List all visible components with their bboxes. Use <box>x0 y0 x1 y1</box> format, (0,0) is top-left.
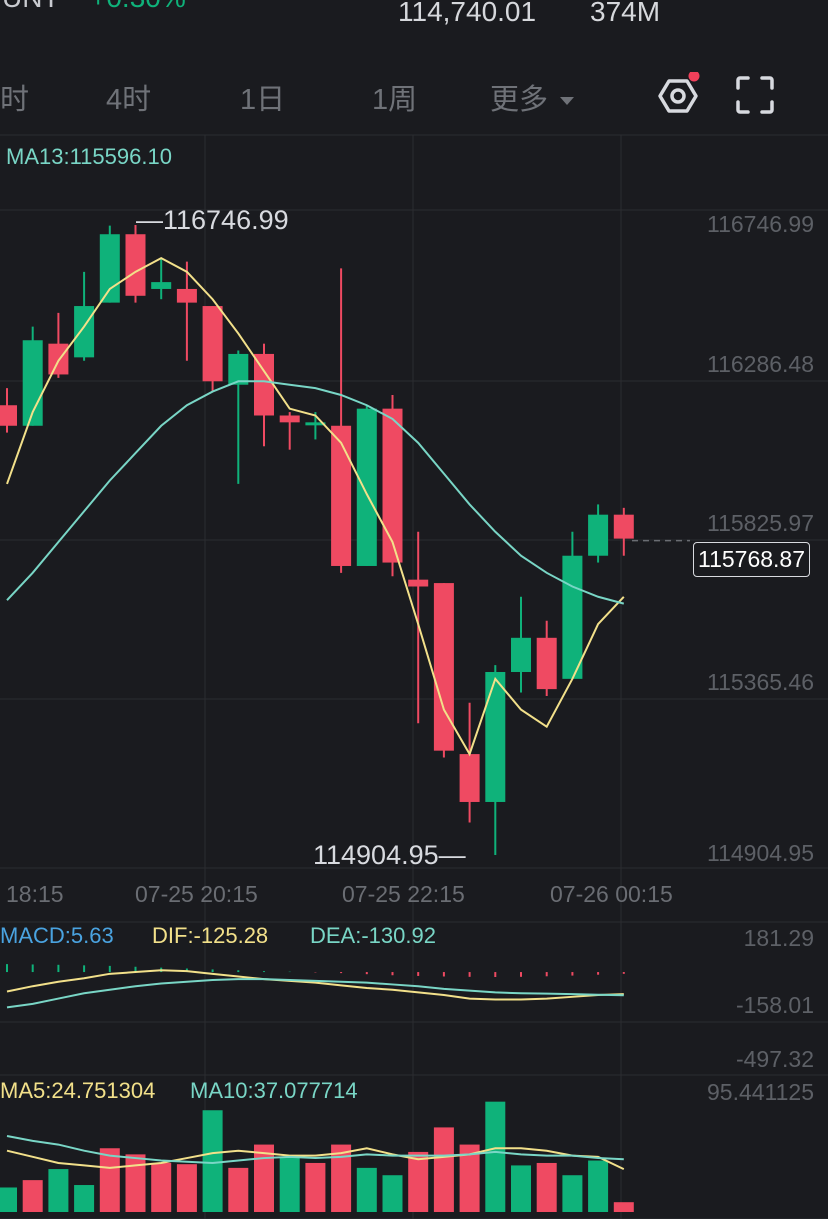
macd-tick-2: -158.01 <box>735 992 814 1018</box>
price-tick-3: 115825.97 <box>706 510 814 536</box>
candle-body-18 <box>459 754 480 802</box>
vol-ma5-label: MA5:24.751304 <box>0 1078 156 1103</box>
volume-bar-23 <box>588 1160 609 1212</box>
volume-bar-21 <box>536 1162 557 1212</box>
dif-label: DIF:-125.28 <box>152 923 269 948</box>
volume-bar-11 <box>279 1156 300 1212</box>
price-tick-1: 116746.99 <box>706 211 814 237</box>
volume-bar-16 <box>408 1151 429 1212</box>
volume-bar-6 <box>151 1162 172 1212</box>
tab-4h[interactable]: 4时 <box>106 84 152 116</box>
candle-body-17 <box>433 583 454 751</box>
candle-body-24 <box>613 514 634 539</box>
volume-bar-5 <box>125 1154 146 1212</box>
candle-body-3 <box>74 306 95 358</box>
volume-bar-19 <box>485 1101 506 1212</box>
price-tick-4: 115365.46 <box>706 669 814 695</box>
volume-bar-0 <box>0 1187 17 1212</box>
candle-body-8 <box>202 306 223 382</box>
tab-more[interactable]: 更多 <box>490 76 575 118</box>
candle-body-14 <box>356 408 377 566</box>
low-annotation-value: 114904.95 <box>313 840 439 870</box>
candle-body-22 <box>562 555 583 679</box>
volume-bar-22 <box>562 1175 583 1212</box>
candle-body-0 <box>0 405 17 426</box>
candle-body-10 <box>254 353 274 416</box>
volume-bar-15 <box>382 1175 403 1212</box>
dea-label: DEA:-130.92 <box>310 923 436 948</box>
low-annotation: 114904.95— <box>313 840 466 870</box>
volume-bar-20 <box>511 1165 531 1212</box>
candle-body-13 <box>331 425 352 566</box>
candle-body-19 <box>485 672 506 802</box>
dea-line <box>6 978 624 1009</box>
low-value: 114,740.01 <box>398 0 537 27</box>
volume-bar-12 <box>305 1162 326 1212</box>
candle-body-16 <box>408 579 429 587</box>
volume-bar-10 <box>254 1144 274 1212</box>
macd-label: MACD:5.63 <box>0 923 114 948</box>
macd-tick-3: -497.32 <box>735 1046 814 1072</box>
candle-body-2 <box>48 343 69 375</box>
time-tick-4: 07-26 00:15 <box>550 881 673 907</box>
price-tick-5: 114904.95 <box>706 840 814 866</box>
time-tick-1: 18:15 <box>6 881 64 907</box>
volume-bar-4 <box>99 1148 120 1212</box>
candle-body-6 <box>151 282 172 289</box>
candle-body-4 <box>99 234 120 303</box>
vol-tick-1: 95.441125 <box>706 1079 814 1105</box>
current-price-tag: 115768.87 <box>693 542 811 577</box>
time-tick-3: 07-25 22:15 <box>342 881 465 907</box>
candle-body-1 <box>22 340 43 426</box>
candle-body-15 <box>382 408 403 563</box>
settings-button[interactable] <box>656 70 702 118</box>
volume-bar-2 <box>48 1169 69 1212</box>
tab-hour[interactable]: 时 <box>0 84 30 116</box>
fullscreen-button[interactable] <box>735 75 775 115</box>
macd-tick-1: 181.29 <box>743 925 814 951</box>
candle-body-20 <box>511 637 531 673</box>
volume-bar-18 <box>459 1144 480 1212</box>
candle-body-21 <box>536 637 557 690</box>
high-annotation-value: 116746.99 <box>163 205 289 235</box>
ma13-label: MA13:115596.10 <box>6 144 172 169</box>
volume-bar-3 <box>74 1185 95 1212</box>
tab-1w[interactable]: 1周 <box>372 84 418 116</box>
candle-body-9 <box>228 353 249 385</box>
tab-1d[interactable]: 1日 <box>240 84 286 116</box>
volume-bar-13 <box>331 1144 352 1212</box>
volume-bar-14 <box>356 1167 377 1212</box>
symbol-label: UNT <box>2 0 60 14</box>
tab-more-label: 更多 <box>490 84 549 116</box>
vol-ma5-line <box>6 1147 625 1170</box>
vol-ma10-line <box>6 1135 624 1164</box>
candle-body-23 <box>588 514 609 556</box>
volume-bar-24 <box>613 1202 634 1212</box>
ma13-line <box>6 380 625 605</box>
candle-body-12 <box>305 422 326 426</box>
fullscreen-icon <box>736 76 774 114</box>
volume-bar-9 <box>228 1167 249 1212</box>
change-label: +0.30% <box>90 0 186 14</box>
candle-body-11 <box>279 415 300 423</box>
price-tick-2: 116286.48 <box>706 351 814 377</box>
volume-bar-17 <box>433 1127 454 1212</box>
candle-body-7 <box>176 288 197 303</box>
volume-bar-7 <box>176 1164 197 1212</box>
volume-value: 374M <box>590 0 661 27</box>
ma5-line <box>6 257 625 757</box>
volume-bar-1 <box>22 1180 43 1212</box>
notification-dot <box>688 70 700 82</box>
volume-bar-8 <box>202 1110 223 1212</box>
chevron-down-icon <box>560 97 575 106</box>
vol-ma10-label: MA10:37.077714 <box>190 1078 358 1103</box>
candle-body-5 <box>125 234 146 296</box>
hexagon-settings-icon <box>658 70 700 113</box>
dif-line <box>6 969 624 1001</box>
time-tick-2: 07-25 20:15 <box>135 881 258 907</box>
high-annotation: —116746.99 <box>136 205 289 235</box>
